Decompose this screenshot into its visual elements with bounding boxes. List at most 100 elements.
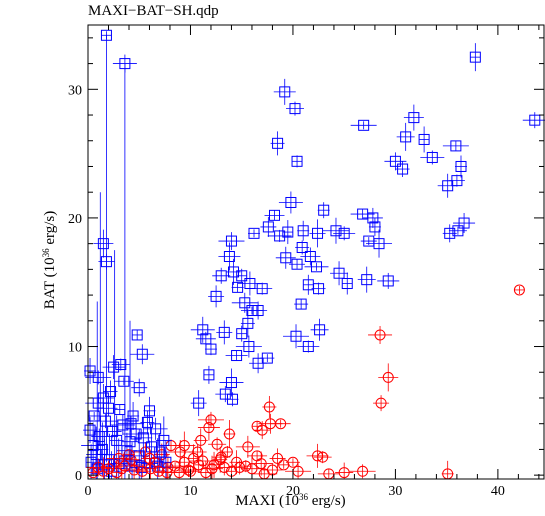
- circle-point: [188, 443, 207, 460]
- circle-point: [313, 451, 332, 464]
- x-tick-label: 30: [388, 484, 402, 499]
- square-point: [366, 229, 393, 258]
- series-0: [84, 29, 545, 432]
- square-point: [322, 217, 349, 244]
- x-axis-label-exponent: 36: [299, 492, 309, 502]
- square-point: [93, 229, 114, 258]
- square-marker: [203, 369, 215, 381]
- circle-point: [373, 395, 390, 412]
- square-marker: [389, 155, 401, 167]
- circle-marker: [287, 456, 299, 468]
- square-point: [297, 220, 310, 241]
- circle-point: [240, 460, 252, 473]
- square-marker: [382, 275, 394, 287]
- circle-point: [285, 456, 300, 468]
- circle-marker: [513, 284, 525, 296]
- square-point: [297, 340, 320, 353]
- square-marker: [529, 114, 541, 126]
- circle-marker: [272, 452, 284, 464]
- x-tick-label: 40: [491, 484, 505, 499]
- x-axis-label-main: MAXI (10: [235, 493, 300, 509]
- series-3: [86, 431, 283, 479]
- square-point: [91, 428, 108, 445]
- square-point: [114, 404, 126, 416]
- circle-point: [189, 452, 216, 469]
- series-1: [108, 284, 525, 480]
- square-marker: [117, 419, 129, 431]
- square-marker: [285, 196, 297, 208]
- square-marker: [295, 298, 307, 310]
- square-marker: [84, 365, 96, 377]
- square-point: [522, 112, 545, 129]
- plot-frame: [87, 24, 545, 480]
- square-point: [99, 400, 118, 417]
- circle-marker: [214, 454, 226, 466]
- square-marker: [291, 155, 303, 167]
- square-marker: [304, 251, 316, 263]
- square-marker: [280, 252, 292, 264]
- square-point: [302, 274, 314, 295]
- square-point: [264, 209, 285, 221]
- circle-point: [167, 461, 192, 479]
- data-points: [81, 29, 545, 480]
- circle-marker: [242, 441, 254, 453]
- circle-marker: [206, 463, 218, 475]
- square-point: [317, 202, 330, 219]
- square-point: [218, 242, 241, 271]
- square-point: [362, 207, 383, 228]
- square-marker: [444, 227, 456, 239]
- circle-point: [441, 460, 454, 480]
- square-marker: [226, 393, 238, 405]
- circle-point: [335, 462, 354, 479]
- square-marker: [92, 371, 104, 383]
- circle-marker: [128, 464, 140, 476]
- square-point: [395, 161, 410, 178]
- square-point: [420, 150, 445, 165]
- square-point: [275, 246, 296, 269]
- circle-point: [197, 414, 220, 441]
- square-marker: [248, 227, 260, 239]
- x-tick-label: 10: [183, 484, 197, 499]
- square-point: [304, 261, 329, 273]
- square-marker: [239, 297, 251, 309]
- circle-marker: [113, 452, 125, 464]
- circle-marker: [174, 446, 186, 458]
- circle-marker: [382, 371, 394, 383]
- circle-point: [105, 449, 132, 468]
- square-marker: [418, 133, 430, 145]
- circle-marker: [255, 458, 267, 470]
- square-point: [231, 292, 258, 313]
- square-point: [289, 258, 306, 270]
- square-point: [216, 320, 233, 345]
- square-point: [113, 375, 134, 387]
- square-marker: [314, 324, 326, 336]
- square-marker: [369, 221, 381, 233]
- square-point: [84, 357, 97, 384]
- square-point: [131, 378, 148, 397]
- circle-marker: [178, 440, 190, 452]
- square-marker: [210, 290, 222, 302]
- square-point: [442, 140, 469, 152]
- square-point: [103, 380, 118, 403]
- square-marker: [452, 225, 464, 237]
- circle-marker: [263, 401, 275, 413]
- square-marker: [256, 283, 268, 295]
- square-marker: [450, 140, 462, 152]
- square-point: [309, 219, 326, 248]
- circle-point: [197, 411, 224, 428]
- square-point: [295, 240, 310, 255]
- square-marker: [291, 258, 303, 270]
- circle-marker: [173, 467, 185, 479]
- square-marker: [84, 424, 96, 436]
- square-point: [368, 217, 381, 236]
- square-point: [218, 232, 245, 251]
- circle-marker: [153, 465, 165, 477]
- square-marker: [282, 226, 294, 238]
- square-marker: [262, 221, 274, 233]
- square-point: [341, 272, 353, 295]
- square-point: [270, 131, 285, 156]
- circle-point: [173, 431, 196, 460]
- square-point: [203, 365, 215, 384]
- square-marker: [97, 238, 109, 250]
- circle-marker: [256, 424, 268, 436]
